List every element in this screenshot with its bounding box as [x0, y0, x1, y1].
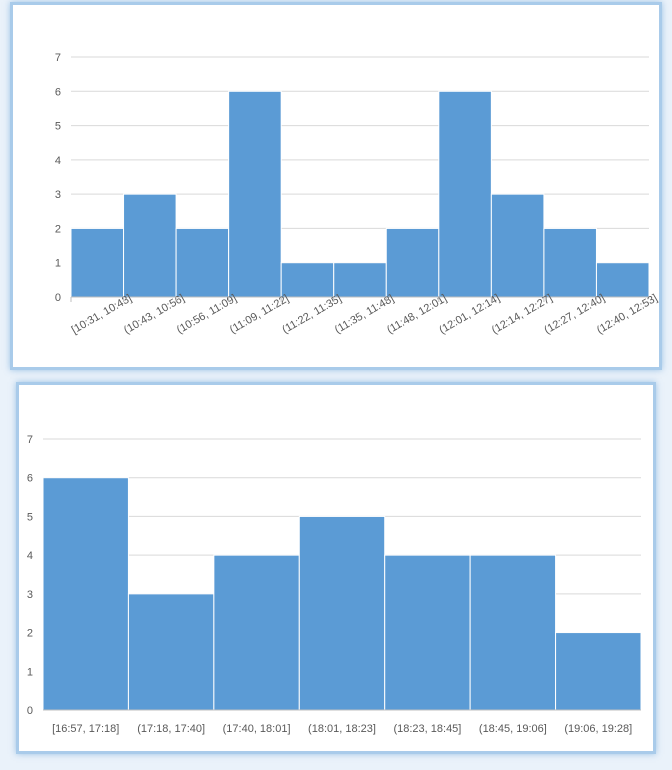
y-tick-label: 3: [55, 189, 61, 201]
histogram-bar: [385, 227, 440, 298]
histogram-bar: [228, 90, 282, 298]
y-tick-label: 5: [27, 511, 33, 523]
histogram-bar: [333, 262, 387, 298]
histogram-bar: [123, 193, 177, 298]
x-tick-label: [16:57, 17:18]: [52, 723, 119, 735]
y-tick-label: 7: [55, 52, 61, 64]
histogram-bar: [543, 227, 597, 298]
y-tick-label: 3: [27, 589, 33, 601]
y-tick-label: 6: [27, 473, 33, 485]
x-tick-label: (17:18, 17:40]: [137, 723, 205, 735]
y-tick-label: 4: [55, 155, 61, 167]
histogram-chart-2: 0 1 2 3 4 5 6 7 [16:57, 17:18] (17:18, 17:40] (17:…: [27, 434, 642, 735]
x-tick-label: (18:01, 18:23]: [308, 723, 376, 735]
histogram-bar: [438, 90, 492, 298]
y-tick-label: 7: [27, 434, 33, 446]
y-tick-label: 0: [27, 705, 33, 717]
x-tick-label: (17:40, 18:01]: [223, 723, 291, 735]
y-tick-label: 1: [55, 258, 61, 270]
histogram-bar: [213, 554, 300, 711]
histogram-bar: [384, 554, 471, 711]
histogram-panel-2: 0 1 2 3 4 5 6 7 [16:57, 17:18] (17:18, 17:40] (17:…: [16, 382, 656, 754]
histogram-bar: [469, 554, 557, 711]
histogram-bar: [70, 227, 125, 298]
y-tick-label: 0: [55, 292, 61, 304]
x-tick-label: (18:45, 19:06]: [479, 723, 547, 735]
y-tick-label: 1: [27, 666, 33, 678]
y-tick-label: 2: [55, 223, 61, 235]
histogram-bar: [175, 227, 230, 298]
y-tick-label: 6: [55, 86, 61, 98]
histogram-bar: [555, 632, 642, 711]
histogram-bar: [490, 193, 545, 298]
histogram-bar: [280, 262, 335, 298]
histogram-bar: [298, 515, 386, 711]
y-tick-label: 2: [27, 628, 33, 640]
histogram-panel-1: 0 1 2 3 4 5 6 7 [10:31, 10:43] (10:43, 10:56] (10:…: [10, 2, 662, 370]
histogram-bar: [127, 593, 215, 711]
y-tick-label: 5: [55, 121, 61, 133]
histogram-bar: [595, 262, 650, 298]
histogram-bar: [42, 477, 129, 711]
x-tick-label: (19:06, 19:28]: [564, 723, 632, 735]
y-tick-label: 4: [27, 550, 33, 562]
x-tick-label: (18:23, 18:45]: [393, 723, 461, 735]
